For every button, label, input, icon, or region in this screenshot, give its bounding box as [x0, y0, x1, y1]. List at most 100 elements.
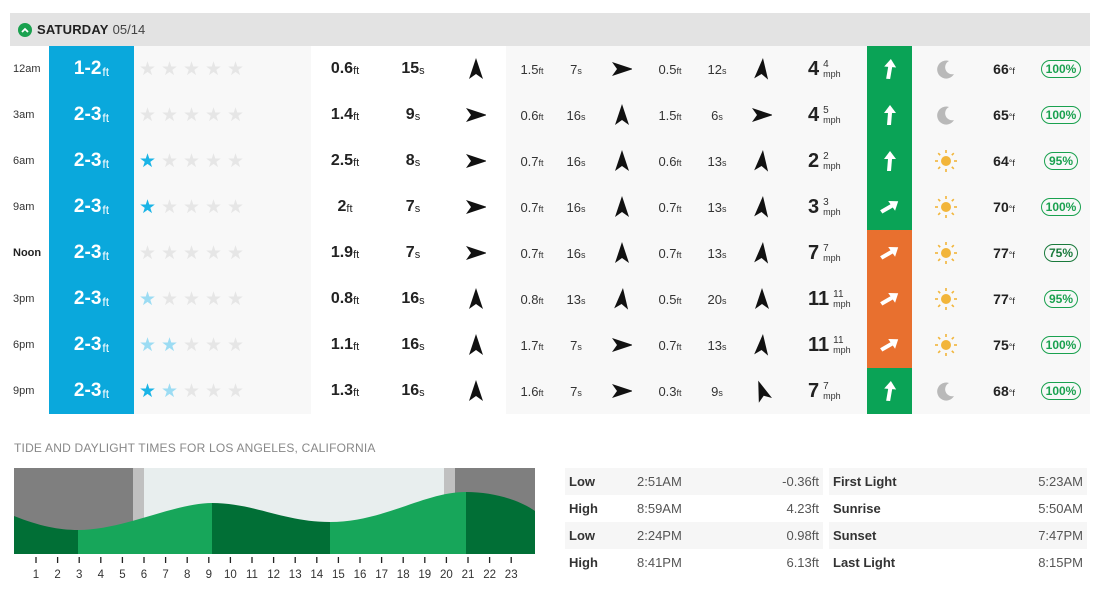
star-icon: ★ — [160, 242, 179, 264]
swell-wind-column-bg — [506, 46, 867, 414]
tide-row: Low 2:24PM 0.98ft — [565, 522, 823, 549]
primary-swell-period: 15 s — [401, 60, 425, 77]
tide-type: High — [569, 555, 598, 570]
time-label: 12am — [13, 63, 41, 75]
tertiary-swell-period: 13 s — [707, 199, 727, 215]
wind-speed: 4 4 mph — [808, 57, 841, 80]
star-icon: ★ — [138, 334, 157, 356]
star-icon: ★ — [204, 58, 223, 80]
hour-tick-label: 17 — [375, 569, 388, 581]
swell-direction-arrow-icon — [744, 230, 780, 276]
wind-direction-arrow-icon — [867, 184, 912, 230]
star-icon: ★ — [204, 196, 223, 218]
tide-height: 0.98ft — [786, 528, 819, 543]
daylight-time: 5:50AM — [1038, 501, 1083, 516]
primary-swell-height: 1.9 ft — [330, 244, 360, 261]
wind-direction-arrow-icon — [867, 276, 912, 322]
star-icon: ★ — [160, 196, 179, 218]
hour-tick-label: 6 — [141, 569, 147, 581]
sun-icon — [928, 276, 964, 322]
primary-swell-period: 16 s — [401, 336, 425, 353]
swell-direction-arrow-icon — [744, 276, 780, 322]
tide-time: 2:24PM — [637, 528, 682, 543]
primary-swell-height: 0.6 ft — [330, 60, 360, 77]
tertiary-swell-period: 12 s — [707, 61, 727, 77]
hour-tick-label: 20 — [440, 569, 453, 581]
swell-direction-arrow-icon — [744, 92, 780, 138]
swell-direction-arrow-icon — [458, 138, 494, 184]
star-icon: ★ — [226, 150, 245, 172]
chevron-up-icon[interactable] — [18, 22, 32, 37]
day-name: SATURDAY — [37, 22, 109, 37]
hour-tick-label: 3 — [76, 569, 82, 581]
wind-speed: 11 11 mph — [808, 333, 851, 356]
tertiary-swell-height: 0.7 ft — [658, 245, 682, 261]
tertiary-swell-height: 0.7 ft — [658, 199, 682, 215]
star-icon: ★ — [138, 288, 157, 310]
hour-tick-label: 18 — [397, 569, 410, 581]
secondary-swell-period: 16 s — [566, 107, 586, 123]
surf-height: 2-3 ft — [73, 380, 110, 401]
tide-row: High 8:41PM 6.13ft — [565, 549, 823, 576]
surf-height: 1-2 ft — [73, 58, 110, 79]
secondary-swell-height: 0.8 ft — [520, 291, 544, 307]
sun-icon — [928, 184, 964, 230]
day-header[interactable]: SATURDAY 05/14 — [10, 13, 1090, 46]
swell-direction-arrow-icon — [604, 92, 640, 138]
temperature: 77 °f — [993, 291, 1015, 307]
tide-row: High 8:59AM 4.23ft — [565, 495, 823, 522]
star-rating: ★ ★ ★ ★ ★ — [137, 184, 247, 230]
secondary-swell-period: 16 s — [566, 153, 586, 169]
star-icon: ★ — [182, 288, 201, 310]
tide-height: -0.36ft — [782, 474, 819, 489]
forecast-row: 3am 2-3 ft ★ ★ ★ ★ ★ 1.4 ft 9 s 0.6 ft 16 s 1.5 ft 6 s 4 5 mph… — [10, 92, 1090, 138]
forecast-probability: 75% — [1036, 230, 1086, 276]
surf-height: 2-3 ft — [73, 242, 110, 263]
sun-icon — [928, 230, 964, 276]
star-icon: ★ — [204, 104, 223, 126]
wind-direction-arrow-icon — [867, 322, 912, 368]
star-icon: ★ — [226, 196, 245, 218]
tide-height: 6.13ft — [786, 555, 819, 570]
star-icon: ★ — [182, 242, 201, 264]
swell-direction-arrow-icon — [458, 92, 494, 138]
probability-badge: 100% — [1040, 60, 1082, 78]
primary-swell-period: 16 s — [401, 382, 425, 399]
star-icon: ★ — [226, 242, 245, 264]
hour-tick-label: 4 — [98, 569, 105, 581]
swell-direction-arrow-icon — [458, 46, 494, 92]
hour-tick-label: 21 — [462, 569, 475, 581]
forecast-probability: 100% — [1036, 322, 1086, 368]
swell-direction-arrow-icon — [744, 368, 780, 414]
hour-tick-label: 14 — [310, 569, 323, 581]
surf-height: 2-3 ft — [73, 104, 110, 125]
sun-icon — [928, 138, 964, 184]
secondary-swell-period: 16 s — [566, 199, 586, 215]
forecast-probability: 100% — [1036, 368, 1086, 414]
tide-section-title: TIDE AND DAYLIGHT TIMES FOR LOS ANGELES,… — [14, 441, 376, 455]
hour-tick-label: 1 — [33, 569, 39, 581]
probability-badge: 100% — [1040, 106, 1082, 124]
hour-tick-label: 22 — [483, 569, 496, 581]
time-label: 6am — [13, 155, 35, 167]
secondary-swell-height: 0.7 ft — [520, 245, 544, 261]
time-label: Noon — [13, 247, 42, 259]
wind-direction-arrow-icon — [867, 46, 912, 92]
moon-icon — [928, 92, 964, 138]
tertiary-swell-period: 20 s — [707, 291, 727, 307]
star-icon: ★ — [160, 58, 179, 80]
wind-direction-arrow-icon — [867, 92, 912, 138]
forecast-row: 9am 2-3 ft ★ ★ ★ ★ ★ 2 ft 7 s 0.7 ft 16 s 0.7 ft 13 s 3 3 mph 7… — [10, 184, 1090, 230]
probability-badge: 100% — [1040, 336, 1082, 354]
swell-direction-arrow-icon — [744, 184, 780, 230]
time-label: 3am — [13, 109, 35, 121]
forecast-row: 12am 1-2 ft ★ ★ ★ ★ ★ 0.6 ft 15 s 1.5 ft 7 s 0.5 ft 12 s 4 4 m… — [10, 46, 1090, 92]
swell-direction-arrow-icon — [604, 46, 640, 92]
star-icon: ★ — [138, 242, 157, 264]
daylight-time: 5:23AM — [1038, 474, 1083, 489]
